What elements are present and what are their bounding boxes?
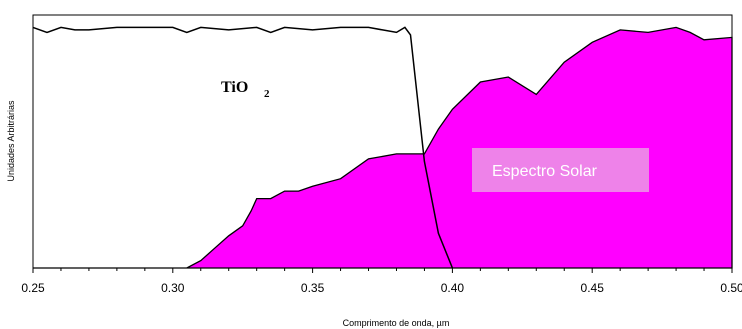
y-axis-label: Unidades Arbitrárias [6, 100, 16, 182]
tio2-annotation: TiO 2 [221, 79, 270, 100]
tio2-label: TiO [221, 79, 248, 96]
plot-area [32, 14, 733, 269]
x-tick-label: 0.40 [441, 281, 465, 295]
plot-frame [32, 14, 733, 269]
solar-label-box [472, 148, 649, 192]
solar-annotation: Espectro Solar [472, 148, 649, 192]
x-tick-label: 0.45 [581, 281, 605, 295]
x-tick-label: 0.50 [720, 281, 742, 295]
tio2-absorption-line [32, 26, 454, 269]
solar-spectrum-area [33, 26, 733, 269]
x-tick-label: 0.25 [21, 281, 45, 295]
x-tick-label: 0.35 [301, 281, 325, 295]
x-axis-ticks: 0.25 0.30 0.35 0.40 0.45 0.50 [21, 268, 742, 295]
x-axis-label: Comprimento de onda, µm [343, 318, 450, 328]
x-tick-label: 0.30 [161, 281, 185, 295]
tio2-subscript: 2 [264, 88, 270, 100]
solar-label: Espectro Solar [492, 163, 598, 180]
